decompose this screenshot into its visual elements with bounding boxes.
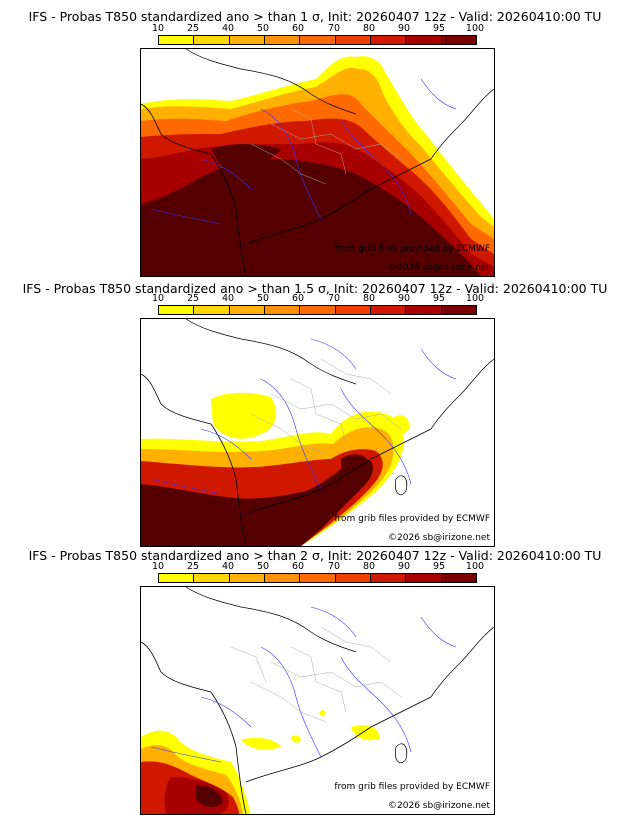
- panel-3-colorbar-ticks: 10 25 40 50 60 70 80 90 95 100: [152, 561, 484, 572]
- colorbar-segment: [335, 306, 371, 314]
- tick-label: 80: [362, 561, 376, 572]
- tick-label: 25: [186, 293, 200, 304]
- tick-label: 100: [465, 293, 485, 304]
- colorbar-segment: [264, 574, 301, 582]
- colorbar-segment: [264, 306, 301, 314]
- panel-1-title: IFS - Probas T850 standardized ano > tha…: [28, 9, 602, 24]
- colorbar-segment: [370, 36, 407, 44]
- colorbar-segment: [441, 306, 476, 314]
- panel-2-colorbar: [158, 305, 477, 315]
- panel-2-title: IFS - Probas T850 standardized ano > tha…: [22, 281, 608, 296]
- probability-field: [141, 587, 494, 814]
- colorbar-segment: [406, 306, 442, 314]
- colorbar-segment: [194, 36, 230, 44]
- colorbar-segment: [159, 306, 195, 314]
- panel-1-credit-copyright: ©2026 sb@irizone.net: [388, 263, 490, 273]
- tick-label: 10: [151, 23, 165, 34]
- tick-label: 90: [397, 561, 411, 572]
- tick-label: 50: [256, 23, 270, 34]
- tick-label: 95: [432, 561, 446, 572]
- tick-label: 25: [186, 561, 200, 572]
- probability-field: [141, 49, 494, 276]
- tick-label: 50: [256, 561, 270, 572]
- tick-label: 10: [151, 561, 165, 572]
- panel-1-credit-grib: from grib files provided by ECMWF: [334, 244, 490, 254]
- tick-label: 100: [465, 561, 485, 572]
- panel-2-map: from grib files provided by ECMWF ©2026 …: [140, 318, 495, 547]
- colorbar-segment: [300, 306, 336, 314]
- tick-label: 90: [397, 23, 411, 34]
- colorbar-segment: [229, 574, 265, 582]
- tick-label: 70: [327, 293, 341, 304]
- tick-label: 80: [362, 23, 376, 34]
- tick-label: 60: [291, 23, 305, 34]
- panel-2-colorbar-ticks: 10 25 40 50 60 70 80 90 95 100: [152, 293, 484, 304]
- panel-3-credit-copyright: ©2026 sb@irizone.net: [388, 801, 490, 811]
- panel-3-credit-grib: from grib files provided by ECMWF: [334, 782, 490, 792]
- colorbar-segment: [335, 36, 371, 44]
- tick-label: 70: [327, 561, 341, 572]
- tick-label: 25: [186, 23, 200, 34]
- panel-1-map: from grib files provided by ECMWF ©2026 …: [140, 48, 495, 277]
- tick-label: 60: [291, 293, 305, 304]
- tick-label: 40: [221, 23, 235, 34]
- tick-label: 40: [221, 561, 235, 572]
- panel-3-title: IFS - Probas T850 standardized ano > tha…: [28, 548, 602, 563]
- tick-label: 80: [362, 293, 376, 304]
- colorbar-segment: [229, 306, 265, 314]
- colorbar-segment: [335, 574, 371, 582]
- tick-label: 100: [465, 23, 485, 34]
- colorbar-segment: [441, 574, 476, 582]
- tick-label: 95: [432, 23, 446, 34]
- colorbar-segment: [300, 574, 336, 582]
- panel-3-map: from grib files provided by ECMWF ©2026 …: [140, 586, 495, 815]
- colorbar-segment: [300, 36, 336, 44]
- tick-label: 40: [221, 293, 235, 304]
- tick-label: 95: [432, 293, 446, 304]
- tick-label: 60: [291, 561, 305, 572]
- colorbar-segment: [229, 36, 265, 44]
- panel-1-colorbar-ticks: 10 25 40 50 60 70 80 90 95 100: [152, 23, 484, 34]
- probability-field: [141, 319, 494, 546]
- colorbar-segment: [264, 36, 301, 44]
- colorbar-segment: [159, 36, 195, 44]
- colorbar-segment: [194, 306, 230, 314]
- panel-2-credit-grib: from grib files provided by ECMWF: [334, 514, 490, 524]
- tick-label: 70: [327, 23, 341, 34]
- tick-label: 10: [151, 293, 165, 304]
- colorbar-segment: [370, 306, 407, 314]
- panel-2-credit-copyright: ©2026 sb@irizone.net: [388, 533, 490, 543]
- colorbar-segment: [194, 574, 230, 582]
- tick-label: 50: [256, 293, 270, 304]
- panel-1-colorbar: [158, 35, 477, 45]
- colorbar-segment: [159, 574, 195, 582]
- colorbar-segment: [406, 574, 442, 582]
- colorbar-segment: [406, 36, 442, 44]
- colorbar-segment: [441, 36, 476, 44]
- colorbar-segment: [370, 574, 407, 582]
- panel-3-colorbar: [158, 573, 477, 583]
- tick-label: 90: [397, 293, 411, 304]
